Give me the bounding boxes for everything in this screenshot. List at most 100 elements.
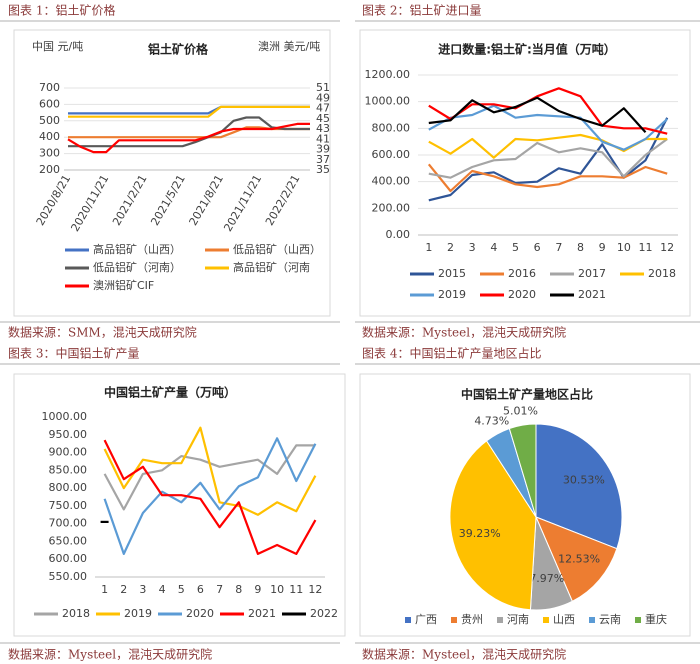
x-tick-label: 2021/11/21 — [221, 173, 264, 234]
x-tick-label: 6 — [534, 241, 541, 254]
legend-label: 2015 — [438, 267, 466, 280]
legend-swatch — [451, 617, 457, 623]
x-tick-label: 1 — [101, 583, 108, 596]
x-tick-label: 2 — [447, 241, 454, 254]
chart-title: 铝土矿价格 — [148, 42, 209, 57]
y-tick-label: 800.00 — [49, 481, 88, 494]
legend-swatch — [405, 617, 411, 623]
legend-label: 2020 — [508, 288, 536, 301]
chart-title: 中国铝土矿产量（万吨） — [104, 385, 236, 400]
x-tick-label: 4 — [159, 583, 166, 596]
legend-label: 低品铝矿（河南） — [93, 260, 181, 274]
legend-label: 2022 — [310, 607, 338, 620]
series-line — [68, 105, 310, 118]
x-tick-label: 7 — [216, 583, 223, 596]
y-tick-label: 750.00 — [49, 499, 88, 512]
series-line — [68, 116, 310, 148]
y-tick-label: 0.00 — [386, 228, 411, 241]
series-line — [103, 439, 317, 555]
x-tick-label: 8 — [235, 583, 242, 596]
y-tick-label: 900.00 — [49, 446, 88, 459]
slice-label: 5.01% — [503, 404, 538, 417]
caption: 图表 4：中国铝土矿产量地区占比 — [362, 346, 541, 361]
x-tick-label: 11 — [639, 241, 653, 254]
panel — [13, 29, 331, 317]
legend-label: 2018 — [62, 607, 90, 620]
y-tick-label: 1000.00 — [365, 95, 411, 108]
panel — [359, 29, 691, 317]
y-tick-label: 700 — [39, 81, 60, 94]
chart-title: 中国铝土矿产量地区占比 — [461, 387, 593, 402]
y-tick-label: 200 — [39, 163, 60, 176]
y-tick-label: 600.00 — [49, 552, 88, 565]
legend-swatch — [543, 617, 549, 623]
x-tick-label: 6 — [197, 583, 204, 596]
slice-label: 39.23% — [459, 527, 501, 540]
legend-swatch — [635, 617, 641, 623]
x-tick-label: 2021/2/21 — [110, 173, 149, 228]
slice-label: 4.73% — [474, 414, 509, 427]
legend-label: 云南 — [599, 613, 621, 626]
caption: 图表 1：铝土矿价格 — [8, 3, 115, 18]
series-line — [103, 437, 317, 555]
pie-slice — [508, 423, 537, 518]
legend-label: 重庆 — [645, 612, 667, 626]
x-tick-label: 10 — [617, 241, 631, 254]
x-tick-label: 2021/5/21 — [148, 173, 187, 228]
legend-label: 高品铝矿（河南 — [233, 260, 310, 274]
y-tick-label: 500 — [39, 114, 60, 127]
y-tick-label: 200.00 — [372, 201, 411, 214]
y-axis-label: 中国 元/吨 — [32, 40, 83, 53]
caption: 图表 3：中国铝土矿产量 — [8, 346, 139, 361]
x-tick-label: 2021/8/21 — [187, 173, 226, 228]
y2-tick-label: 47 — [316, 102, 330, 115]
legend-label: 澳洲铝矿CIF — [93, 278, 154, 292]
x-tick-label: 3 — [469, 241, 476, 254]
series-line — [67, 122, 310, 154]
chart-title: 进口数量:铝土矿:当月值（万吨） — [438, 42, 616, 57]
series-line — [428, 87, 668, 135]
source: 数据来源：Mysteel，混沌天成研究院 — [8, 647, 212, 662]
pie-slice — [535, 423, 623, 550]
legend-swatch — [589, 617, 595, 623]
x-tick-label: 9 — [599, 241, 606, 254]
y-tick-label: 1200.00 — [365, 68, 411, 81]
x-tick-label: 10 — [270, 583, 284, 596]
legend-label: 2020 — [186, 607, 214, 620]
legend-swatch — [497, 617, 503, 623]
legend-label: 低品铝矿（山西） — [233, 242, 321, 256]
legend-label: 2019 — [438, 288, 466, 301]
source: 数据来源：Mysteel，混沌天成研究院 — [362, 325, 566, 340]
legend-label: 广西 — [415, 613, 437, 626]
y-tick-label: 300 — [39, 147, 60, 160]
panel — [359, 373, 691, 637]
slice-label: 12.53% — [558, 553, 600, 566]
panel — [13, 373, 346, 637]
y-tick-label: 1000.00 — [42, 410, 88, 423]
y-tick-label: 600 — [39, 97, 60, 110]
x-tick-label: 11 — [289, 583, 303, 596]
pie-slice — [449, 440, 537, 611]
y2-axis-label: 澳洲 美元/吨 — [258, 40, 320, 53]
slice-label: 30.53% — [563, 474, 605, 487]
x-tick-label: 12 — [660, 241, 674, 254]
x-tick-label: 7 — [555, 241, 562, 254]
legend-label: 2018 — [648, 267, 676, 280]
series-line — [428, 117, 669, 202]
x-tick-label: 9 — [254, 583, 261, 596]
y2-tick-label: 49 — [316, 91, 330, 104]
legend-label: 2021 — [578, 288, 606, 301]
x-tick-label: 4 — [490, 241, 497, 254]
series-line — [428, 104, 668, 151]
y-tick-label: 600.00 — [372, 148, 411, 161]
y-tick-label: 400.00 — [372, 175, 411, 188]
x-tick-label: 2020/8/21 — [34, 173, 73, 228]
x-tick-label: 2020/11/21 — [68, 173, 111, 234]
x-tick-label: 8 — [577, 241, 584, 254]
y-tick-label: 950.00 — [49, 428, 88, 441]
y-tick-label: 400 — [39, 130, 60, 143]
y-tick-label: 850.00 — [49, 463, 88, 476]
source: 数据来源：Mysteel，混沌天成研究院 — [362, 647, 566, 662]
pie-slice — [535, 516, 618, 602]
